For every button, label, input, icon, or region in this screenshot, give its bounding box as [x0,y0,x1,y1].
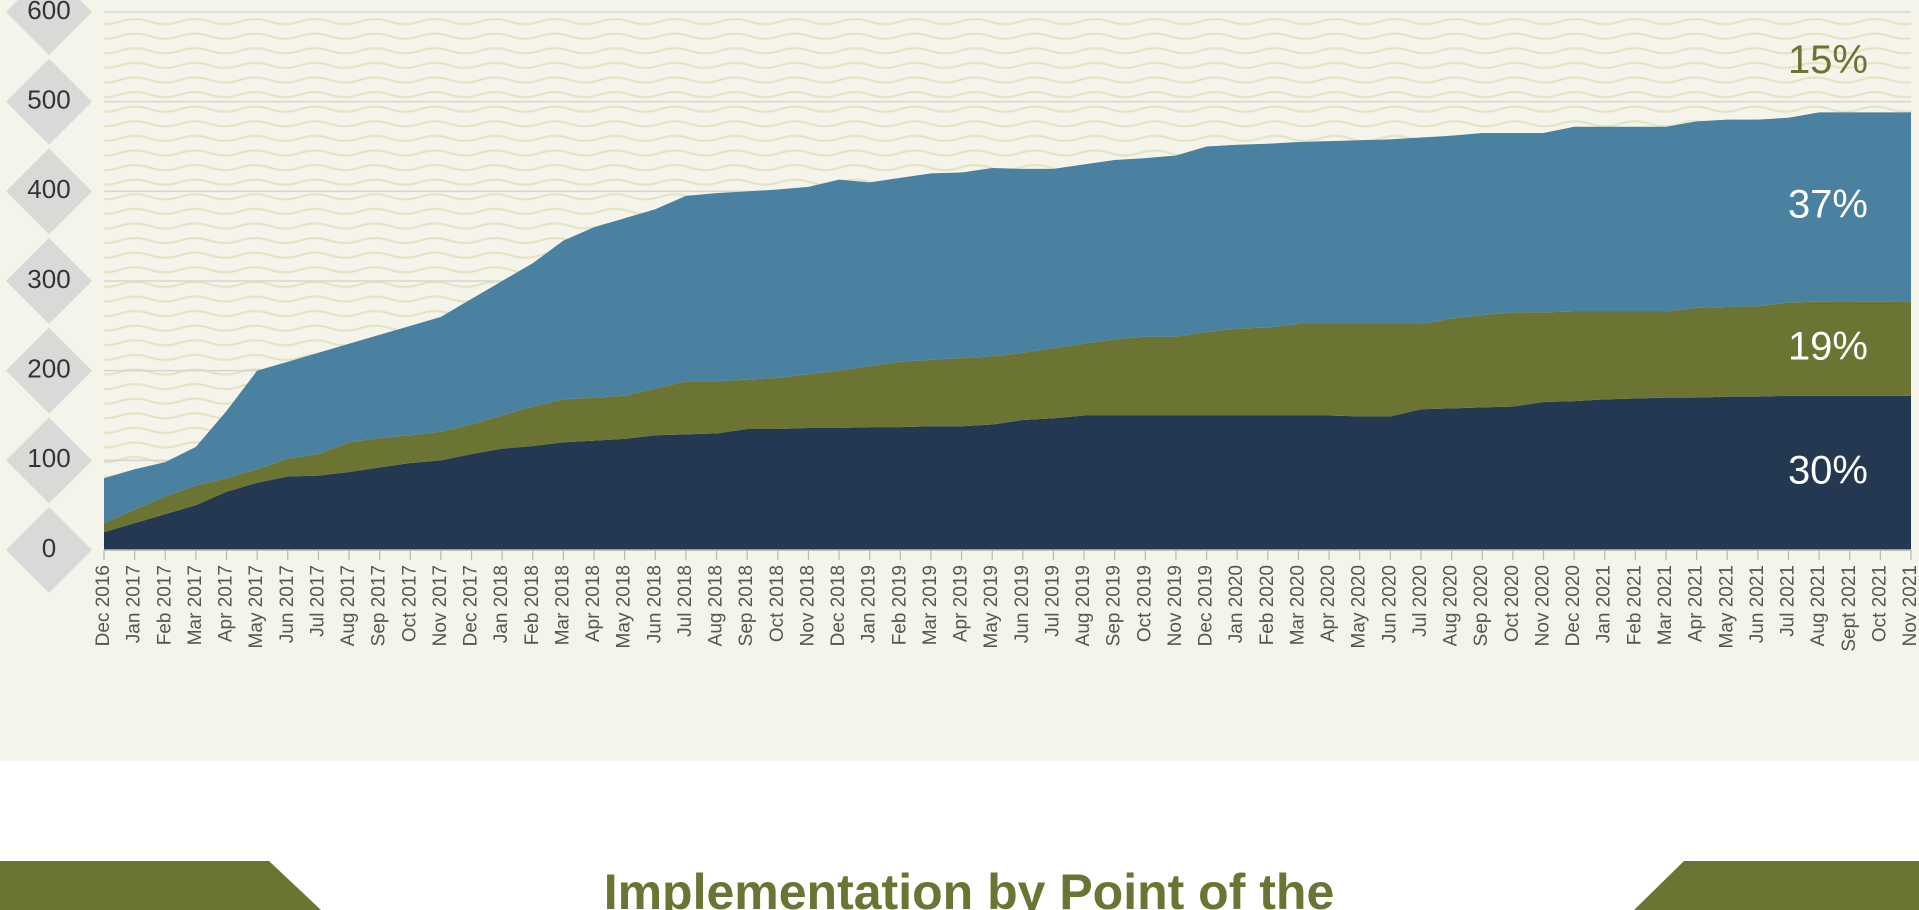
x-tick-label: Jul 2019 [1042,565,1063,637]
x-tick-label: Feb 2018 [522,565,543,645]
y-tick-diamond [6,238,92,324]
x-tick-label: Jan 2021 [1594,565,1615,643]
y-tick-diamond [6,58,92,145]
x-tick-label: Oct 2017 [399,565,420,642]
y-tick-label: 200 [27,354,70,384]
section-title: Implementation by Point of the [604,864,1335,910]
x-tick-label: Apr 2019 [951,565,972,642]
x-tick-label: Sep 2020 [1471,565,1492,646]
x-axis: Dec 2016 Jan 2017 Feb 2017 Mar 2017 Apr 2017… [93,549,1919,652]
y-tick-diamond [6,327,92,414]
y-axis: 0 100 200 300 400 500 600 [6,0,92,593]
area [104,301,1911,533]
x-tick-label: Mar 2020 [1287,565,1308,645]
y-tick-label: 0 [42,533,56,563]
area-label: 15% [1788,38,1868,82]
y-tick-label: 500 [27,85,70,115]
x-tick-label: Jul 2021 [1778,565,1799,637]
x-tick-label: Apr 2021 [1686,565,1707,642]
x-tick-label: Nov 2019 [1165,565,1186,646]
x-tick-label: Jan 2018 [491,565,512,643]
x-tick-label: Aug 2020 [1441,565,1462,646]
x-tick-label: Jul 2017 [307,565,328,637]
y-tick-diamond [6,507,92,593]
x-tick-label: Jun 2020 [1379,565,1400,643]
x-tick-label: Aug 2021 [1808,565,1829,646]
x-tick-label: Jan 2017 [124,565,145,643]
x-tick-label: Nov 2020 [1532,565,1553,646]
x-tick-label: Jun 2021 [1747,565,1768,643]
x-tick-label: May 2018 [614,565,635,648]
x-tick-label: May 2020 [1349,565,1370,648]
x-tick-label: Jan 2019 [859,565,880,643]
x-tick-label: Oct 2019 [1134,565,1155,642]
x-tick-label: Jul 2018 [675,565,696,637]
x-tick-label: Sep 2017 [369,565,390,646]
area-label: 37% [1788,183,1868,227]
x-tick-label: Apr 2017 [216,565,237,642]
x-tick-label: Oct 2018 [767,565,788,642]
x-tick-label: Jun 2017 [277,565,298,643]
x-tick-label: Mar 2018 [552,565,573,645]
x-tick-label: Aug 2018 [706,565,727,646]
banner-right [1634,861,1919,910]
area-label: 30% [1788,448,1868,492]
banner-left [0,861,321,910]
x-tick-label: Feb 2020 [1257,565,1278,645]
area-labels: 30% 19% 37% 15% [1788,38,1868,493]
y-tick-label: 100 [27,443,70,473]
x-tick-label: Sept 2021 [1839,565,1860,652]
x-tick-label: Jun 2019 [1012,565,1033,643]
x-tick-label: Dec 2019 [1196,565,1217,646]
x-tick-label: Feb 2017 [154,565,175,645]
x-tick-label: Dec 2020 [1563,565,1584,646]
x-tick-label: Aug 2019 [1073,565,1094,646]
x-tick-label: Sep 2019 [1104,565,1125,646]
area [104,395,1911,550]
x-tick-label: Feb 2019 [889,565,910,645]
x-tick-label: May 2021 [1716,565,1737,648]
x-tick-label: Jun 2018 [644,565,665,643]
x-tick-label: Nov 2017 [430,565,451,646]
y-tick-label: 300 [27,264,70,294]
x-tick-label: Mar 2019 [920,565,941,645]
y-tick-label: 400 [27,174,70,204]
x-tick-label: Jul 2020 [1410,565,1431,637]
x-tick-label: Jan 2020 [1226,565,1247,643]
y-tick-label: 600 [27,0,70,25]
x-tick-label: May 2017 [246,565,267,648]
x-tick-label: Apr 2020 [1318,565,1339,642]
x-tick-label: Dec 2018 [828,565,849,646]
areas [104,112,1911,550]
area [104,112,1911,524]
x-tick-label: Feb 2021 [1624,565,1645,645]
y-tick-diamond [6,417,92,504]
x-tick-label: Dec 2016 [93,565,114,646]
x-tick-label: Mar 2021 [1655,565,1676,645]
x-tick-label: Nov 2018 [797,565,818,646]
x-tick-label: Apr 2018 [583,565,604,642]
y-tick-diamond [6,148,92,235]
y-tick-diamond [6,0,92,55]
x-tick-label: Sep 2018 [736,565,757,646]
x-tick-label: Dec 2017 [461,565,482,646]
x-tick-label: Mar 2017 [185,565,206,645]
area-label: 19% [1788,324,1868,368]
x-tick-label: May 2019 [981,565,1002,648]
x-tick-label: Aug 2017 [338,565,359,646]
x-tick-label: Oct 2021 [1869,565,1890,642]
x-tick-label: Nov 2021 [1900,565,1919,646]
x-tick-label: Oct 2020 [1502,565,1523,642]
